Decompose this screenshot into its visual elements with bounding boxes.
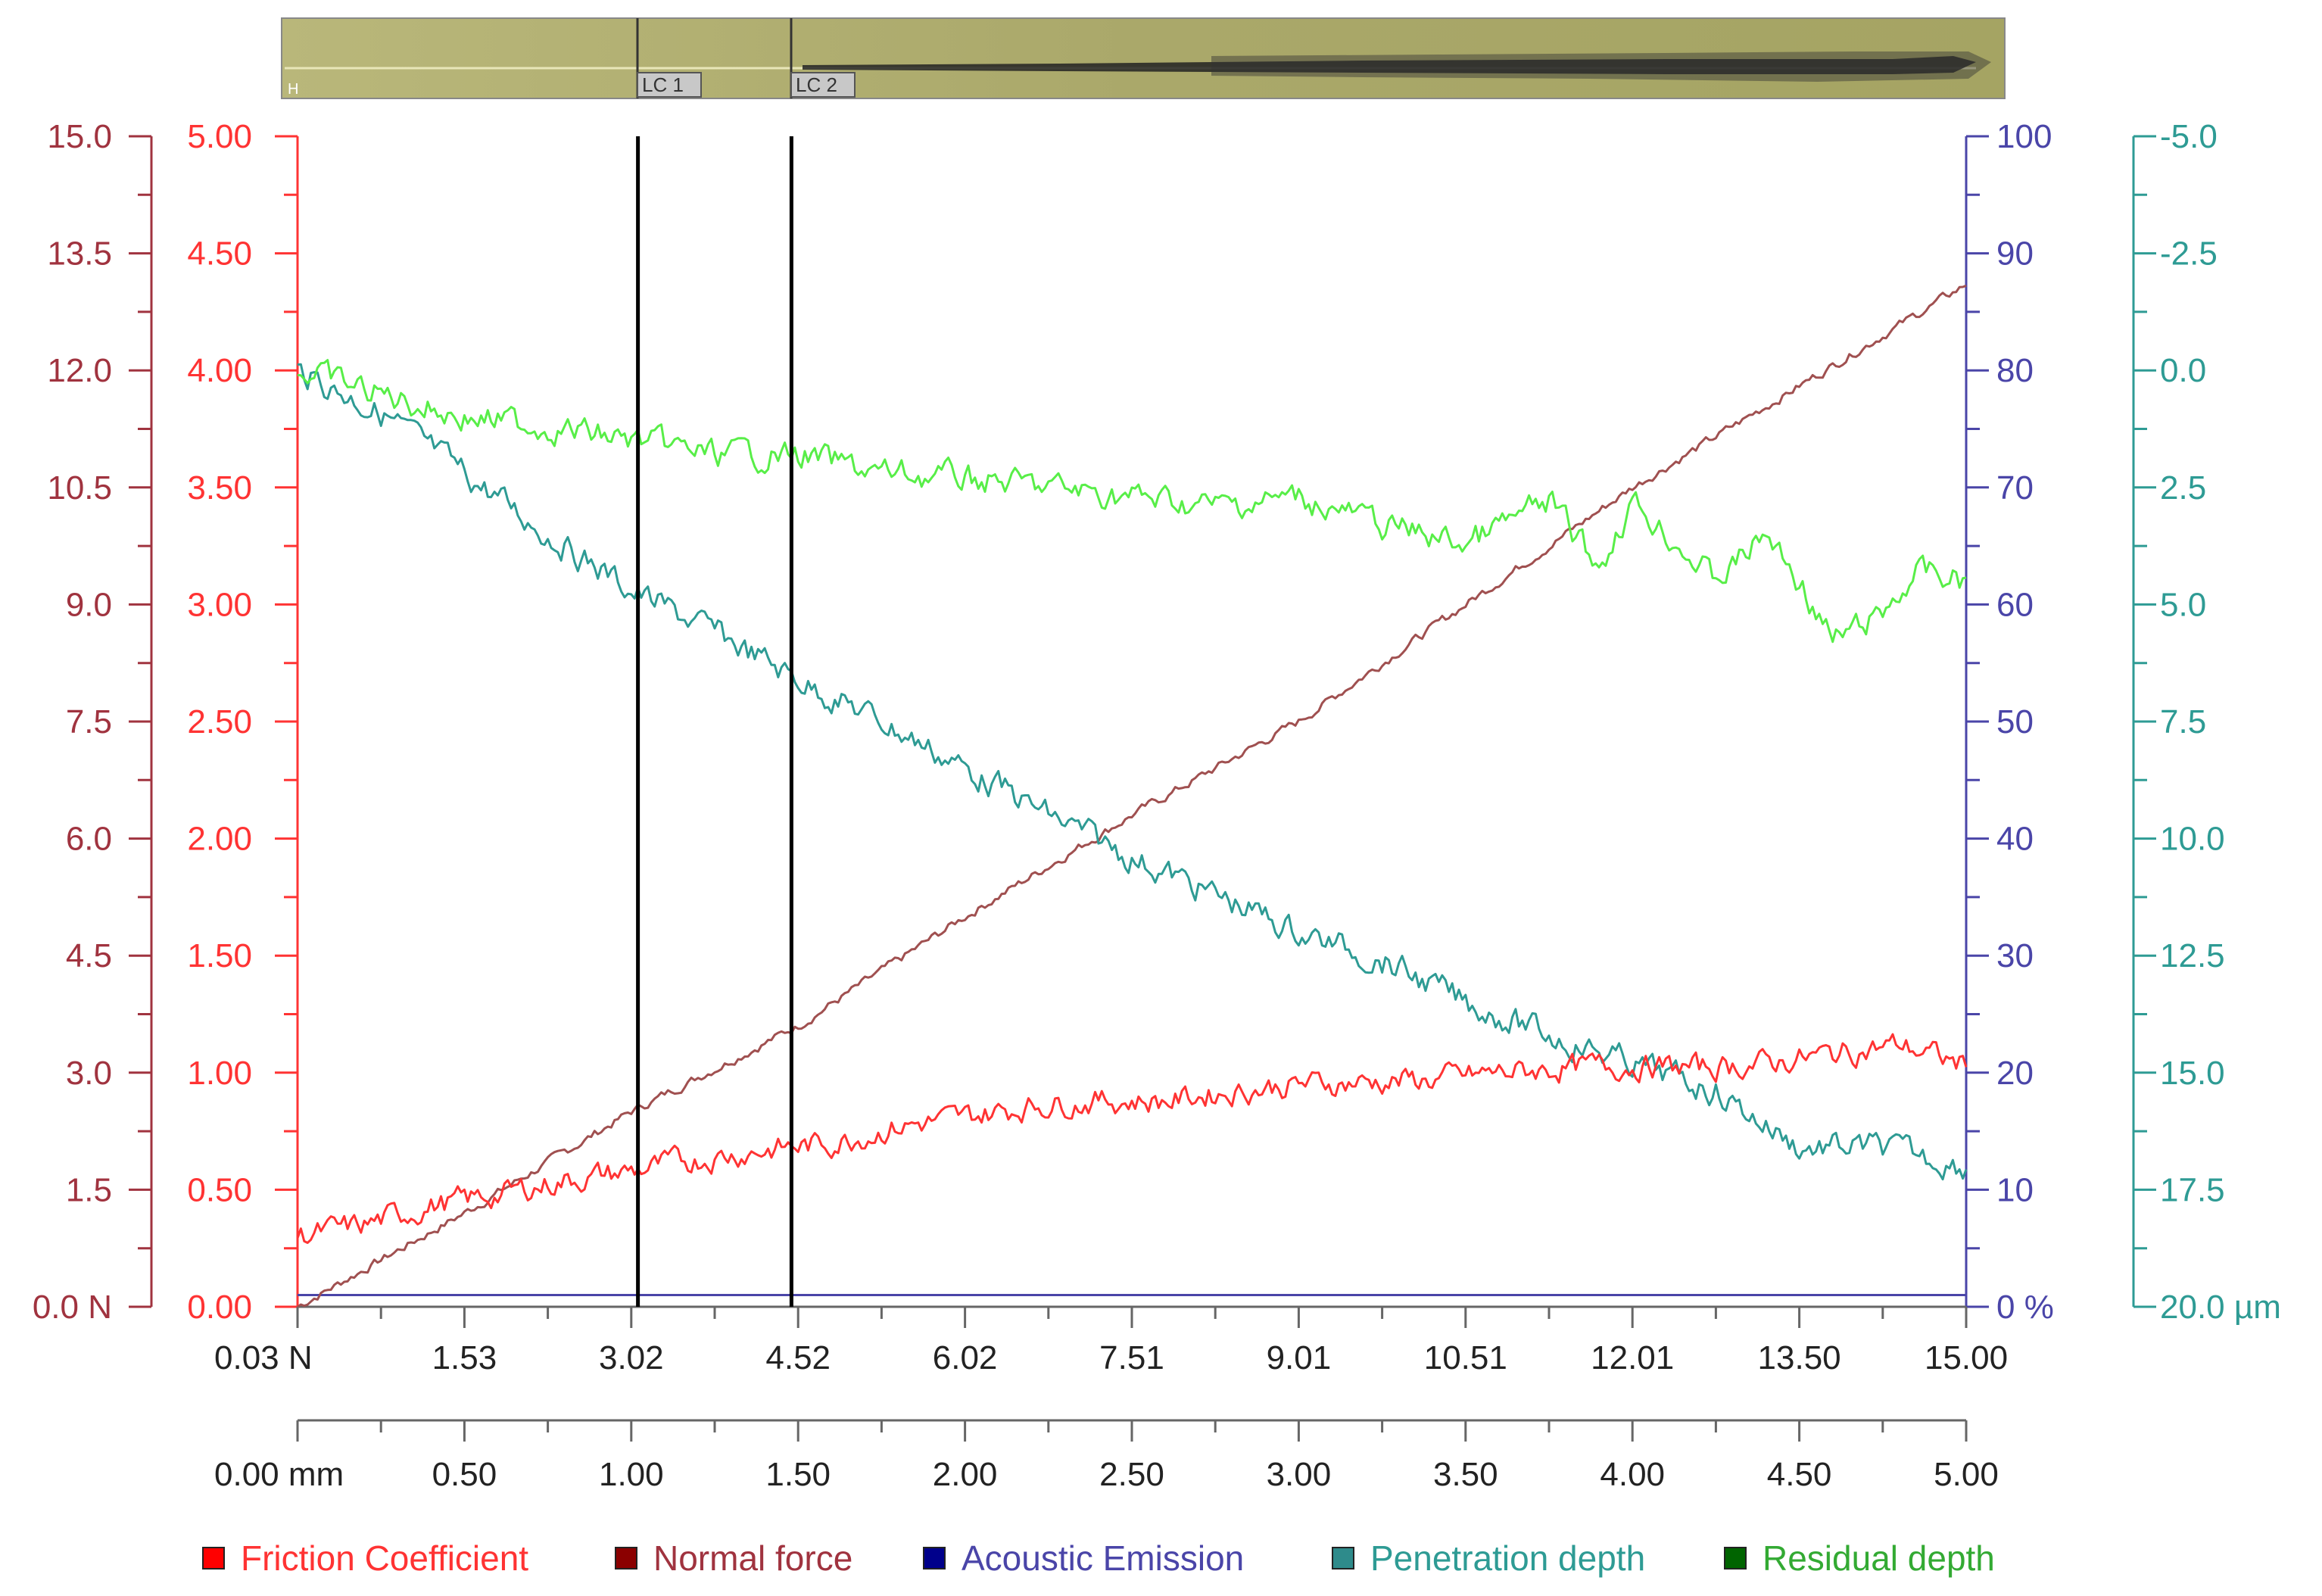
acoustic-tick-label: 80 [1996,352,2034,389]
acoustic-tick-label: 20 [1996,1055,2034,1092]
acoustic-tick-label: 0 % [1996,1289,2054,1326]
depth-tick-label: 5.0 [2160,586,2206,623]
critical-load-lines [636,136,793,1307]
depth-tick-label: 17.5 [2160,1171,2225,1208]
x_axis_position-tick-label: 4.00 [1600,1456,1665,1493]
friction-tick-label: 4.50 [187,235,252,273]
legend-item: Normal force [615,1538,852,1578]
x_axis_position-tick-label: 0.50 [432,1456,497,1493]
legend: Friction Coefficient Normal force Acoustic… [202,1538,1995,1578]
x_axis_position-tick-label: 2.00 [933,1456,998,1493]
friction-tick-label: 3.50 [187,469,252,507]
x_axis_force-tick-label: 6.02 [933,1339,998,1376]
legend-swatch [923,1547,946,1570]
x_axis_force-tick-label: 3.02 [599,1339,664,1376]
x_axis_position-tick-label: 2.50 [1099,1456,1164,1493]
x_axis_force-tick-label: 10.51 [1424,1339,1507,1376]
legend-label: Friction Coefficient [241,1538,528,1578]
x_axis_position-tick-label: 1.50 [765,1456,831,1493]
series-penetration-depth-line [297,363,1968,1181]
normal_force-tick-label: 4.5 [66,937,112,974]
normal_force-tick-label: 10.5 [47,469,112,507]
depth-tick-label: -5.0 [2160,118,2218,155]
x_axis_position-tick-label: 3.50 [1433,1456,1498,1493]
legend-label: Residual depth [1763,1538,1995,1578]
x_axis_force-tick-label: 1.53 [432,1339,497,1376]
x_axis_position-tick-label: 1.00 [599,1456,664,1493]
axes: 0.0 N1.53.04.56.07.59.010.512.013.515.00… [33,118,2281,1493]
normal_force-tick-label: 6.0 [66,821,112,858]
x_axis_force-tick-label: 0.03 N [214,1339,313,1376]
legend-label: Penetration depth [1370,1538,1645,1578]
friction-tick-label: 0.50 [187,1171,252,1208]
acoustic-tick-label: 60 [1996,586,2034,623]
normal_force-tick-label: 3.0 [66,1055,112,1092]
legend-item: Friction Coefficient [202,1538,528,1578]
acoustic-tick-label: 40 [1996,821,2034,858]
normal_force-tick-label: 9.0 [66,586,112,623]
friction-tick-label: 3.00 [187,586,252,623]
friction-tick-label: 1.50 [187,937,252,974]
friction-tick-label: 2.50 [187,703,252,740]
normal_force-tick-label: 12.0 [47,352,112,389]
depth-tick-label: 0.0 [2160,352,2206,389]
normal_force-tick-label: 7.5 [66,703,112,740]
acoustic-tick-label: 10 [1996,1171,2034,1208]
x_axis_position-tick-label: 3.00 [1267,1456,1332,1493]
acoustic-tick-label: 30 [1996,937,2034,974]
depth-tick-label: 7.5 [2160,703,2206,740]
legend-swatch [1724,1547,1747,1570]
acoustic-tick-label: 70 [1996,469,2034,507]
legend-swatch [615,1547,637,1570]
lc2-marker-label: LC 2 [796,73,837,96]
x_axis_force-tick-label: 15.00 [1925,1339,2008,1376]
legend-label: Acoustic Emission [962,1538,1244,1578]
acoustic-tick-label: 90 [1996,235,2034,273]
normal_force-tick-label: 1.5 [66,1171,112,1208]
friction-tick-label: 0.00 [187,1289,252,1326]
lc1-marker-label: LC 1 [642,73,684,96]
depth-tick-label: 10.0 [2160,821,2225,858]
x_axis_position-tick-label: 5.00 [1934,1456,1999,1493]
legend-item: Acoustic Emission [923,1538,1244,1578]
acoustic-tick-label: 100 [1996,118,2052,155]
acoustic-tick-label: 50 [1996,703,2034,740]
depth-tick-label: 15.0 [2160,1055,2225,1092]
normal_force-tick-label: 0.0 N [33,1289,112,1326]
normal_force-tick-label: 15.0 [47,118,112,155]
x_axis_force-tick-label: 4.52 [765,1339,831,1376]
x_axis_force-tick-label: 7.51 [1099,1339,1164,1376]
legend-swatch [202,1547,225,1570]
depth-tick-label: 2.5 [2160,469,2206,507]
x_axis_force-tick-label: 9.01 [1267,1339,1332,1376]
friction-tick-label: 2.00 [187,821,252,858]
depth-tick-label: -2.5 [2160,235,2218,273]
normal_force-tick-label: 13.5 [47,235,112,273]
legend-item: Residual depth [1724,1538,1995,1578]
legend-label: Normal force [653,1538,852,1578]
depth-tick-label: 20.0 µm [2160,1289,2281,1326]
legend-item: Penetration depth [1332,1538,1645,1578]
legend-swatch [1332,1547,1354,1570]
x_axis_position-tick-label: 4.50 [1767,1456,1832,1493]
friction-tick-label: 1.00 [187,1055,252,1092]
x_axis_position-tick-label: 0.00 mm [214,1456,344,1493]
friction-tick-label: 4.00 [187,352,252,389]
series-normal-force-line [297,284,1967,1308]
scratch-track-image: LC 1 LC 2 H [281,17,2006,99]
series-friction-coefficient-line [296,1033,1968,1244]
depth-tick-label: 12.5 [2160,937,2225,974]
x_axis_force-tick-label: 13.50 [1758,1339,1841,1376]
series-layer [296,284,1968,1308]
series-residual-depth-line [297,359,1967,644]
x_axis_force-tick-label: 12.01 [1591,1339,1674,1376]
friction-tick-label: 5.00 [187,118,252,155]
scale-marker: H [288,81,298,98]
